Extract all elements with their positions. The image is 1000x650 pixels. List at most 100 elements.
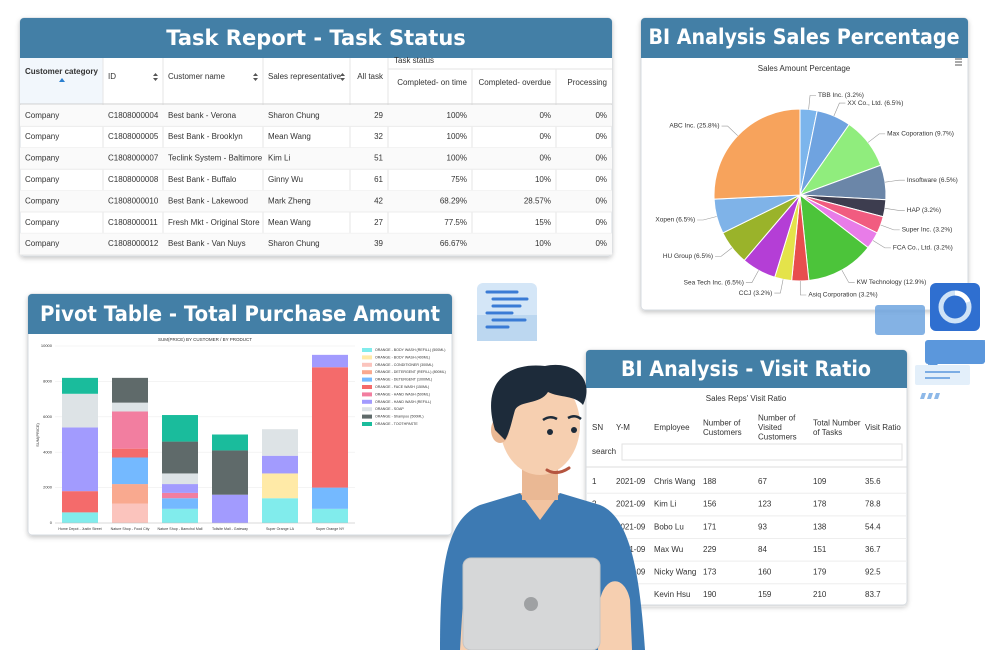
- slice-label: KW Technology (12.9%): [857, 279, 927, 286]
- card-title: Task Report - Task Status: [166, 26, 466, 50]
- legend-swatch: [362, 407, 372, 412]
- bar-segment: [162, 484, 198, 493]
- card-header: [28, 294, 452, 334]
- table-cell: Max Wu: [654, 545, 683, 554]
- legend-swatch: [362, 370, 372, 375]
- bar-segment: [162, 473, 198, 485]
- leader-line: [697, 216, 717, 221]
- table-cell: 0%: [539, 111, 551, 120]
- bar-segment: [312, 354, 348, 368]
- table-cell: 210: [813, 590, 827, 599]
- column-header: Visit Ratio: [865, 423, 901, 432]
- table-cell: 28.57%: [524, 196, 551, 205]
- table-cell: Company: [25, 218, 59, 227]
- x-tick-label: Tollsite Mall - Gateway: [212, 527, 248, 531]
- legend-swatch: [362, 348, 372, 352]
- table-cell: 2021-09: [616, 477, 646, 486]
- bar-segment: [262, 455, 298, 474]
- group-header: Task status: [394, 56, 434, 65]
- table-cell: 100%: [447, 154, 467, 163]
- legend-label: ORANGE - TOOTHPASTE: [375, 422, 418, 426]
- legend-label: ORANGE - BODY WASH (REFILL) (500ML): [375, 348, 446, 352]
- table-cell: 178: [813, 500, 827, 509]
- table-cell: 36.7: [865, 545, 881, 554]
- slice-label: ABC Inc. (25.8%): [669, 123, 719, 130]
- legend-swatch: [362, 362, 372, 367]
- bar-segment: [212, 450, 248, 495]
- table-cell: C1808000004: [108, 111, 159, 120]
- slice-label: Max Coporation (9.7%): [887, 131, 954, 138]
- x-tick-label: Home Depot - Justin Street: [58, 527, 101, 531]
- bar-segment: [212, 434, 248, 451]
- table-cell: 100%: [447, 132, 467, 141]
- slice-label: CCJ (3.2%): [739, 290, 773, 297]
- table-cell: Best Bank - Van Nuys: [168, 239, 246, 248]
- y-tick-label: 2000: [43, 485, 53, 490]
- bar-segment: [312, 487, 348, 509]
- task-report-card: Task Report - Task Status Task status Cus…: [19, 17, 613, 257]
- slice-label: Xopen (6.5%): [655, 217, 695, 224]
- column-header: Customer category: [25, 67, 98, 76]
- leader-line: [715, 247, 733, 257]
- leader-line: [721, 125, 738, 136]
- menu-icon[interactable]: [955, 58, 962, 66]
- x-tick-label: Nature Shop - Bamchol Mall: [158, 527, 203, 531]
- row-stripe: [20, 105, 612, 127]
- table-cell: 173: [703, 568, 717, 577]
- card-title: BI Analysis Sales Percentage: [649, 25, 960, 49]
- table-cell: 77.5%: [444, 218, 467, 227]
- table-cell: Mean Wang: [268, 132, 311, 141]
- card-header: [641, 18, 968, 58]
- bar-segment: [112, 503, 148, 523]
- bar-segment: [312, 367, 348, 488]
- table-cell: 138: [813, 522, 827, 531]
- bar-segment: [162, 498, 198, 509]
- search-input[interactable]: [621, 443, 903, 461]
- column-header: Completed- overdue: [479, 78, 552, 87]
- table-cell: 29: [374, 111, 383, 120]
- table-cell: 109: [813, 477, 827, 486]
- document-icon: [477, 283, 537, 341]
- table-cell: 61: [374, 175, 383, 184]
- leader-line: [884, 208, 905, 211]
- table-cell: Fresh Mkt - Original Store: [168, 218, 260, 227]
- x-tick-label: Nature Shop - Food City: [111, 527, 150, 531]
- table-cell: Sharon Chung: [268, 239, 320, 248]
- legend-swatch: [362, 377, 372, 382]
- table-cell: Company: [25, 132, 59, 141]
- table-cell: 0%: [595, 132, 607, 141]
- bar-segment: [62, 427, 98, 492]
- bar-segment: [162, 508, 198, 523]
- table-cell: 84: [758, 545, 767, 554]
- slice-label: XX Co., Ltd. (6.5%): [847, 100, 903, 107]
- row-stripe: [20, 190, 612, 212]
- slice-label: HAP (3.2%): [907, 207, 941, 214]
- legend-swatch: [362, 414, 372, 419]
- table-cell: C1808000005: [108, 132, 159, 141]
- table-cell: 15%: [535, 218, 551, 227]
- table-cell: Bobo Lu: [654, 522, 684, 531]
- table-cell: 51: [374, 154, 383, 163]
- column-header: Number of Visited Customers: [758, 414, 798, 442]
- bar-segment: [262, 429, 298, 456]
- table-cell: 190: [703, 590, 717, 599]
- table-cell: 156: [703, 500, 717, 509]
- bar-segment: [162, 415, 198, 442]
- table-cell: Best Bank - Buffalo: [168, 175, 237, 184]
- table-cell: Mean Wang: [268, 218, 311, 227]
- bar-segment: [62, 393, 98, 428]
- table-cell: 1: [592, 477, 597, 486]
- legend-swatch: [362, 355, 372, 360]
- leader-line: [799, 280, 807, 296]
- legend-swatch: [362, 392, 372, 397]
- table-cell: 75%: [451, 175, 467, 184]
- y-tick-label: 6000: [43, 414, 53, 419]
- table-cell: 27: [374, 218, 383, 227]
- legend-label: ORANGE - FACE WASH (150ML): [375, 385, 429, 389]
- sort-icon: [59, 78, 65, 82]
- table-cell: 68.29%: [440, 196, 467, 205]
- bar-segment: [112, 411, 148, 449]
- y-tick-label: 0: [50, 520, 53, 525]
- column-header: All task: [357, 72, 384, 81]
- table-cell: Company: [25, 154, 59, 163]
